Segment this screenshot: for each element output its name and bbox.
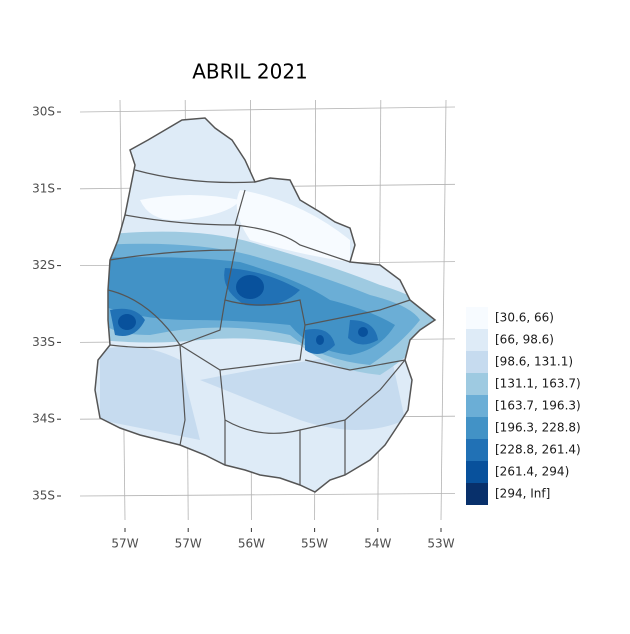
- map-title: ABRIL 2021: [192, 60, 308, 84]
- legend: [30.6, 66) [66, 98.6) [98.6, 131.1) [131.1,…: [466, 307, 581, 505]
- department-borders: [107, 169, 411, 485]
- legend-label: [98.6, 131.1): [495, 355, 573, 369]
- y-tick-label: 32S: [32, 258, 55, 272]
- field-zone: [358, 327, 368, 337]
- grid-line: [440, 99, 447, 521]
- grid-line: [79, 493, 456, 497]
- x-tick-label: 54W: [364, 537, 391, 551]
- legend-label: [66, 98.6): [495, 333, 554, 347]
- legend-label: [294, Inf]: [495, 487, 550, 501]
- x-tick-label: 57W: [175, 537, 202, 551]
- legend-swatch: [466, 461, 488, 483]
- legend-label: [261.4, 294): [495, 465, 569, 479]
- legend-label: [30.6, 66): [495, 311, 554, 325]
- y-tick-label: 35S: [32, 489, 55, 503]
- legend-swatch: [466, 373, 488, 395]
- legend-swatch: [466, 483, 488, 505]
- field-zone: [100, 346, 200, 440]
- field-zone: [236, 190, 350, 262]
- legend-swatch: [466, 307, 488, 329]
- legend-swatch: [466, 417, 488, 439]
- x-tick-label: 53W: [427, 537, 454, 551]
- x-tick-label: 56W: [238, 537, 265, 551]
- legend-swatch: [466, 439, 488, 461]
- field-zone: [118, 314, 136, 330]
- legend-swatch: [466, 329, 488, 351]
- axes: 30S 31S 32S 33S 34S 35S 57W 57W 56W 55W 54W 53W: [32, 105, 455, 551]
- precipitation-field: [95, 118, 435, 492]
- y-tick-label: 31S: [32, 181, 55, 195]
- legend-label: [163.7, 196.3): [495, 399, 581, 413]
- field-zone: [236, 275, 264, 299]
- grid-line: [79, 106, 456, 113]
- y-tick-label: 30S: [32, 105, 55, 119]
- x-tick-label: 55W: [301, 537, 328, 551]
- legend-swatch: [466, 351, 488, 373]
- y-tick-label: 34S: [32, 412, 55, 426]
- y-tick-label: 33S: [32, 335, 55, 349]
- field-zone: [316, 335, 324, 345]
- legend-label: [131.1, 163.7): [495, 377, 581, 391]
- legend-label: [228.8, 261.4): [495, 443, 581, 457]
- legend-swatch: [466, 395, 488, 417]
- legend-label: [196.3, 228.8): [495, 421, 581, 435]
- field-zone: [140, 195, 240, 221]
- x-tick-label: 57W: [111, 537, 138, 551]
